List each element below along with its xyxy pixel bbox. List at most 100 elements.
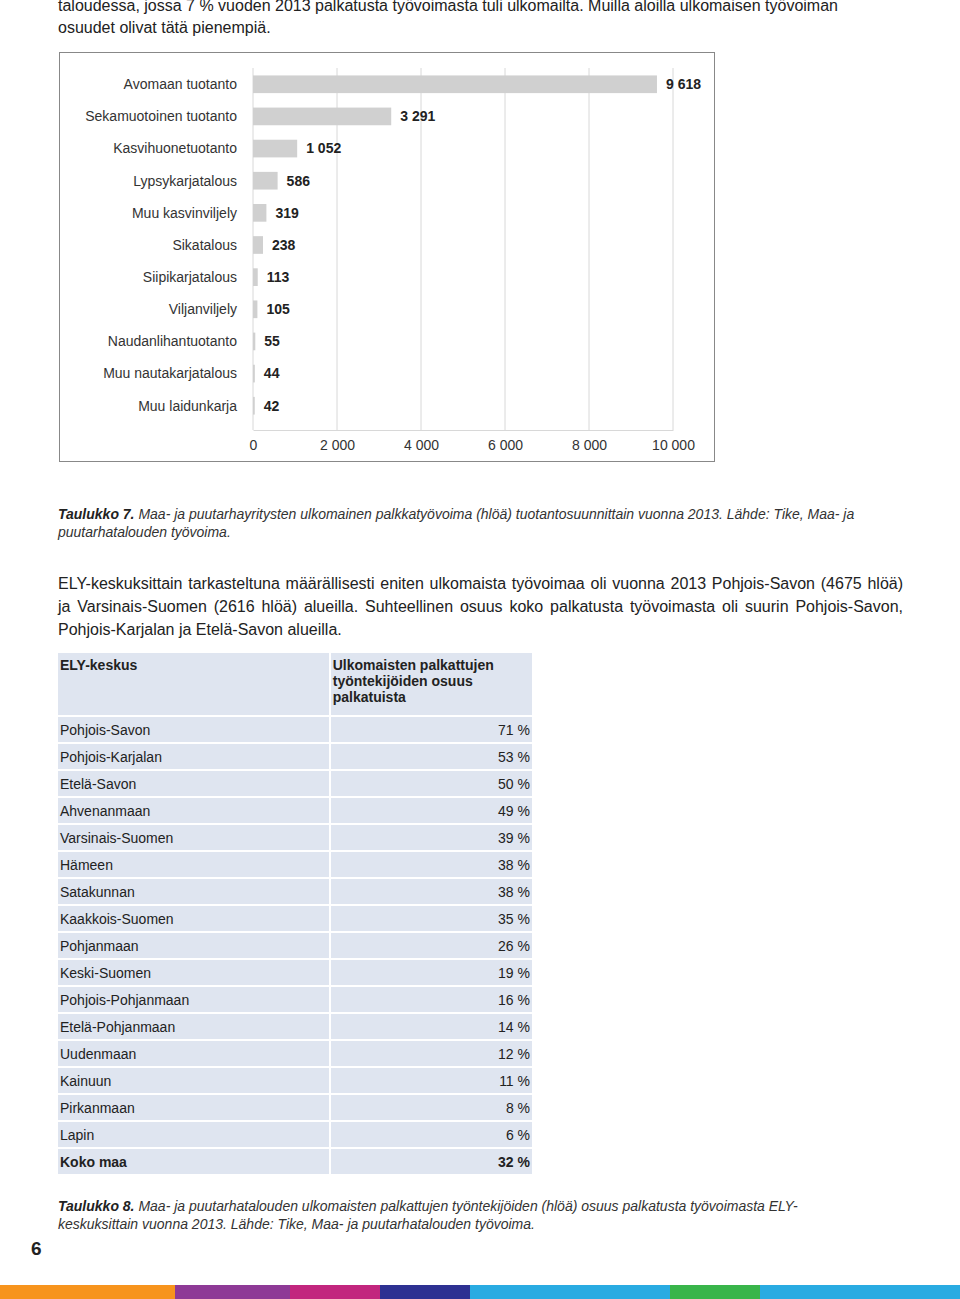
- table-cell: Pohjois-Savon: [58, 717, 329, 742]
- table-cell: Etelä-Pohjanmaan: [58, 1014, 329, 1039]
- category-label: Sikatalous: [172, 237, 237, 253]
- table-cell: Uudenmaan: [58, 1041, 329, 1066]
- chart: Avomaan tuotantoSekamuotoinen tuotantoKa…: [59, 52, 715, 462]
- axis-line: [254, 430, 674, 431]
- table-row: Etelä-Savon50 %: [58, 771, 532, 796]
- table-cell: Ahvenanmaan: [58, 798, 329, 823]
- category-label: Viljanviljely: [169, 301, 237, 317]
- table-row: Keski-Suomen19 %: [58, 960, 532, 985]
- table-row: Hämeen38 %: [58, 852, 532, 877]
- table-row: Satakunnan38 %: [58, 879, 532, 904]
- color-stripe: [0, 1285, 960, 1299]
- table-cell: 71 %: [331, 717, 532, 742]
- total-cell: Koko maa: [58, 1149, 329, 1174]
- bar: [253, 333, 255, 351]
- tick: 4 000: [404, 430, 439, 453]
- stripe-segment: [175, 1285, 290, 1299]
- bar: [253, 75, 657, 93]
- chart-frame: [60, 53, 715, 462]
- tick: 10 000: [652, 430, 695, 453]
- table-row: Uudenmaan12 %: [58, 1041, 532, 1066]
- table-cell: Lapin: [58, 1122, 329, 1147]
- category-label: Siipikarjatalous: [143, 269, 237, 285]
- data-label: 9 618: [666, 76, 701, 92]
- table-cell: 53 %: [331, 744, 532, 769]
- caption: Taulukko 7. Maa- ja puutarhayritysten ul…: [58, 505, 903, 541]
- bar: [253, 172, 278, 190]
- table-cell: Kaakkois-Suomen: [58, 906, 329, 931]
- header-cell: ELY-keskus: [58, 653, 329, 715]
- data-label: 319: [275, 205, 299, 221]
- grid: [253, 68, 673, 430]
- grid-line: [505, 68, 506, 430]
- bar: [253, 397, 255, 415]
- table-cell: Etelä-Savon: [58, 771, 329, 796]
- data-label: 113: [267, 269, 290, 285]
- category-label: Kasvihuonetuotanto: [113, 140, 237, 156]
- table-row: Kainuun11 %: [58, 1068, 532, 1093]
- table-cell: 49 %: [331, 798, 532, 823]
- caption-text: Maa- ja puutarhatalouden ulkomaisten pal…: [58, 1198, 798, 1232]
- table-row: Etelä-Pohjanmaan14 %: [58, 1014, 532, 1039]
- table-row: Pohjois-Pohjanmaan16 %: [58, 987, 532, 1012]
- caption-label: Taulukko 8.: [58, 1198, 135, 1214]
- table-cell: Varsinais-Suomen: [58, 825, 329, 850]
- bar: [253, 365, 255, 383]
- stripe-segment: [0, 1285, 175, 1299]
- total-cell: 32 %: [331, 1149, 532, 1174]
- table-cell: 8 %: [331, 1095, 532, 1120]
- table-cell: 6 %: [331, 1122, 532, 1147]
- grid-line: [589, 68, 590, 430]
- category-label: Muu kasvinviljely: [132, 205, 237, 221]
- intro-line: taloudessa, jossa 7 % vuoden 2013 palkat…: [58, 0, 838, 15]
- data-labels: 9 6183 2911 052586319238113105554442: [264, 76, 701, 413]
- table-cell: Pohjanmaan: [58, 933, 329, 958]
- data-label: 1 052: [306, 140, 341, 156]
- table-cell: 14 %: [331, 1014, 532, 1039]
- table-row: Pohjanmaan26 %: [58, 933, 532, 958]
- table-cell: 35 %: [331, 906, 532, 931]
- table: ELY-keskusUlkomaisten palkattujen työnte…: [56, 651, 534, 1176]
- data-label: 3 291: [400, 108, 435, 124]
- bar: [253, 108, 391, 126]
- caption: Taulukko 8. Maa- ja puutarhatalouden ulk…: [58, 1197, 848, 1233]
- table-cell: 39 %: [331, 825, 532, 850]
- data-label: 42: [264, 398, 280, 414]
- data-label: 105: [266, 301, 290, 317]
- table-row: Kaakkois-Suomen35 %: [58, 906, 532, 931]
- category-label: Muu nautakarjatalous: [103, 365, 237, 381]
- tick-label: 8 000: [572, 437, 607, 453]
- header-cell: Ulkomaisten palkattujen työntekijöiden o…: [331, 653, 532, 715]
- table-cell: 26 %: [331, 933, 532, 958]
- table-cell: 16 %: [331, 987, 532, 1012]
- table-cell: 38 %: [331, 852, 532, 877]
- bars: [253, 75, 657, 414]
- tick-label: 6 000: [488, 437, 523, 453]
- page-number: 6: [31, 1238, 42, 1260]
- category-labels: Avomaan tuotantoSekamuotoinen tuotantoKa…: [85, 76, 237, 413]
- total-row: Koko maa32 %: [58, 1149, 532, 1174]
- table-row: Pirkanmaan8 %: [58, 1095, 532, 1120]
- bar: [253, 204, 266, 222]
- data-label: 55: [264, 333, 280, 349]
- caption-label: Taulukko 7.: [58, 506, 135, 522]
- table-row: Lapin6 %: [58, 1122, 532, 1147]
- table-row: Pohjois-Karjalan53 %: [58, 744, 532, 769]
- table-row: Pohjois-Savon71 %: [58, 717, 532, 742]
- tick: 8 000: [572, 430, 607, 453]
- table-cell: 50 %: [331, 771, 532, 796]
- stripe-segment: [760, 1285, 960, 1299]
- table-cell: Pirkanmaan: [58, 1095, 329, 1120]
- bar: [253, 300, 257, 318]
- intro-line: osuudet olivat tätä pienempiä.: [58, 19, 271, 37]
- table-cell: Kainuun: [58, 1068, 329, 1093]
- tick-label: 2 000: [320, 437, 355, 453]
- header-row: ELY-keskusUlkomaisten palkattujen työnte…: [58, 653, 532, 715]
- table-cell: Pohjois-Pohjanmaan: [58, 987, 329, 1012]
- table-row: Varsinais-Suomen39 %: [58, 825, 532, 850]
- table-cell: 19 %: [331, 960, 532, 985]
- tick: 6 000: [488, 430, 523, 453]
- category-label: Muu laidunkarja: [138, 398, 237, 414]
- stripe-segment: [290, 1285, 380, 1299]
- tick-label: 10 000: [652, 437, 695, 453]
